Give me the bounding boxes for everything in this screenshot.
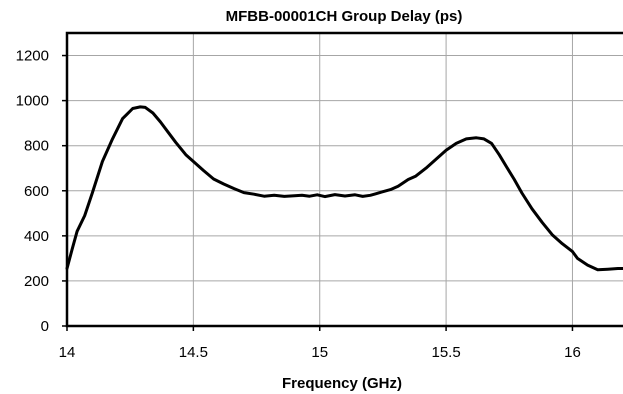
y-tick-label: 1000 [16, 93, 49, 110]
series-layer [65, 105, 623, 272]
y-tick-label: 600 [24, 183, 49, 200]
series-line-0 [65, 105, 623, 272]
x-tick-label: 15 [311, 344, 328, 361]
y-tick-label: 1200 [16, 48, 49, 65]
y-tick-label: 200 [24, 273, 49, 290]
plot-area-border [65, 31, 623, 328]
x-axis-title: Frequency (GHz) [282, 375, 402, 392]
y-axis-tick-labels: 0 200 400 600 800 1000 1200 [16, 48, 49, 335]
y-tick-label: 0 [41, 318, 49, 335]
x-tick-label: 14 [59, 344, 76, 361]
y-tick-label: 800 [24, 138, 49, 155]
x-tick-label: 14.5 [179, 344, 208, 361]
x-tick-label: 16 [564, 344, 581, 361]
y-tick-label: 400 [24, 228, 49, 245]
grid-lines [67, 33, 623, 326]
tick-marks [62, 54, 574, 331]
chart-title: MFBB-00001CH Group Delay (ps) [226, 8, 463, 25]
x-axis-tick-labels: 14 14.5 15 15.5 16 [59, 344, 581, 361]
x-tick-label: 15.5 [431, 344, 460, 361]
